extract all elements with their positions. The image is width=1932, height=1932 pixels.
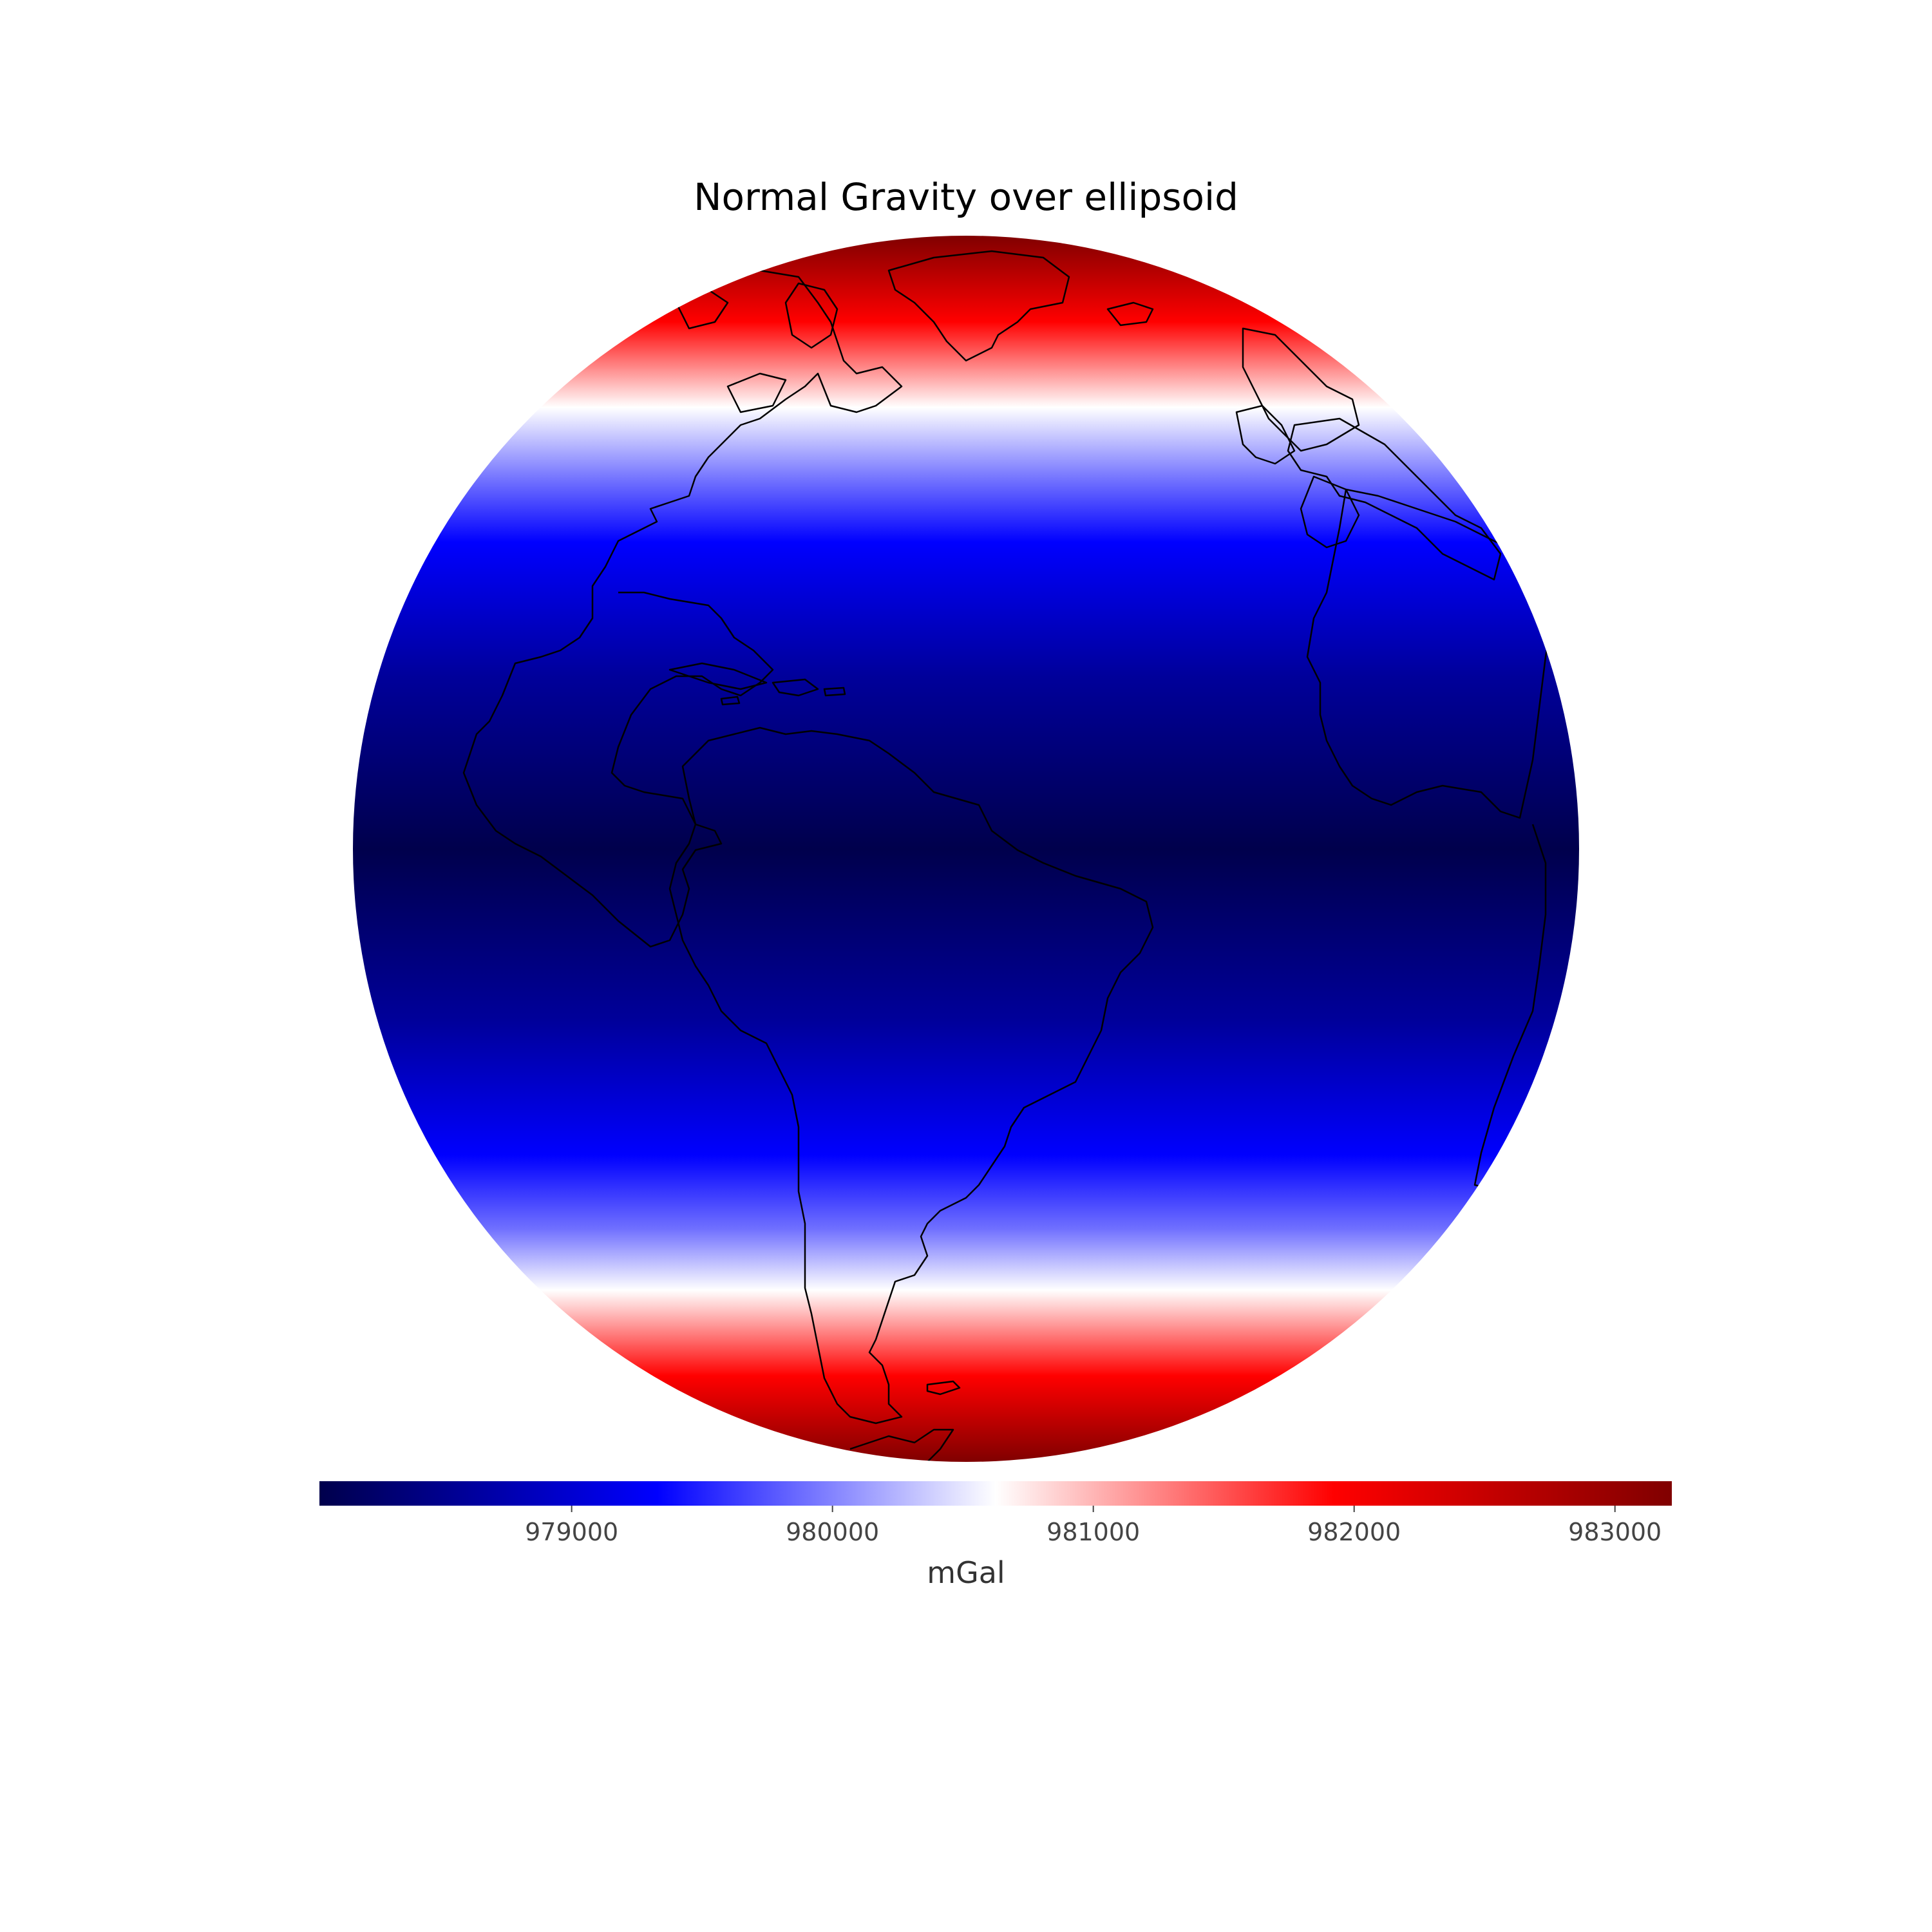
- colorbar-tick-label: 981000: [1046, 1518, 1140, 1546]
- colorbar-tick-label: 982000: [1307, 1518, 1401, 1546]
- colorbar: 979000 980000 981000 982000 983000: [319, 1481, 1672, 1546]
- coastline-jamaica: [720, 696, 741, 706]
- coastline-western-europe: [1287, 417, 1502, 581]
- colorbar-tick-label: 980000: [786, 1518, 879, 1546]
- colorbar-ticks: 979000 980000 981000 982000 983000: [525, 1506, 1662, 1546]
- coastline-iceland: [1106, 301, 1154, 327]
- coastline-puerto-rico: [823, 687, 846, 697]
- coastline-antarctic-peninsula: [849, 1428, 1186, 1462]
- colorbar-label: mGal: [927, 1555, 1005, 1590]
- coastline-hudson: [726, 372, 787, 413]
- coastline-falklands: [926, 1380, 961, 1396]
- coastline-british-isles: [1235, 404, 1296, 465]
- coastline-scandinavia: [1242, 327, 1360, 452]
- coastline-south-america: [668, 726, 1154, 1425]
- coastline-north-america: [462, 269, 903, 948]
- colorbar-tick-label: 983000: [1568, 1518, 1662, 1546]
- coastline-hispaniola: [772, 678, 819, 697]
- coastline-baffin: [784, 282, 838, 349]
- colorbar-tick-label: 979000: [525, 1518, 618, 1546]
- colorbar-gradient: [319, 1481, 1672, 1506]
- map-title: Normal Gravity over ellipsoid: [694, 175, 1238, 219]
- globe-gravity-field: [353, 236, 1579, 1462]
- coastline-greenland: [887, 250, 1070, 362]
- coastline-cuba: [668, 662, 768, 690]
